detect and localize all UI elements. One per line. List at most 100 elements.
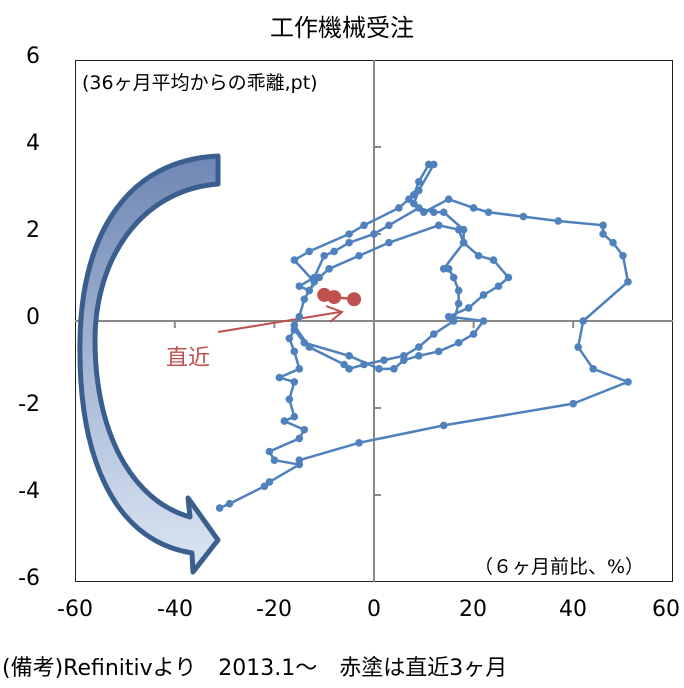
recent-annotation: 直近 [166, 346, 211, 371]
x-axis-label: （６ヶ月前比、%） [473, 556, 644, 578]
data-point [459, 238, 468, 247]
data-point [609, 238, 617, 247]
data-point [519, 212, 528, 221]
data-point [345, 238, 353, 247]
data-point [265, 447, 274, 456]
data-point [624, 378, 632, 386]
data-point [400, 352, 408, 360]
data-point [385, 221, 393, 230]
data-point [444, 312, 453, 321]
data-point [464, 304, 473, 312]
data-point [420, 208, 428, 217]
data-point [370, 230, 378, 238]
data-point [405, 195, 413, 203]
y-tick: -4 [18, 479, 40, 504]
data-point [429, 208, 438, 217]
data-point [479, 317, 488, 325]
y-tick: 2 [26, 218, 40, 243]
data-point [554, 217, 563, 225]
data-point [439, 208, 448, 217]
data-point [444, 265, 453, 273]
chart-title: 工作機械受注 [270, 14, 414, 42]
x-tick: -60 [57, 597, 93, 622]
y-tick: 6 [26, 44, 40, 69]
data-point [504, 273, 513, 282]
data-point [280, 417, 289, 425]
x-tick: 40 [559, 597, 587, 622]
data-point [444, 195, 453, 203]
data-point [484, 208, 493, 217]
x-tick: -40 [157, 597, 193, 622]
data-point [225, 499, 234, 508]
data-point [345, 230, 353, 238]
data-point [355, 439, 363, 447]
data-point [295, 456, 304, 465]
data-point [265, 478, 274, 486]
data-point [415, 352, 423, 360]
data-point [290, 256, 299, 264]
data-point [434, 347, 443, 356]
data-point [345, 365, 353, 373]
data-point [305, 343, 314, 351]
data-point [290, 347, 299, 356]
x-tick: -20 [256, 597, 292, 622]
y-tick: -6 [18, 566, 40, 591]
data-point [295, 434, 304, 443]
data-point [305, 286, 314, 295]
data-point [375, 365, 383, 373]
data-point [295, 365, 304, 373]
recent-arrow [217, 311, 341, 333]
data-point [295, 282, 304, 291]
data-point [589, 365, 597, 373]
data-point [347, 292, 362, 307]
data-point [380, 356, 388, 364]
data-point [395, 204, 403, 212]
data-point [410, 191, 418, 199]
data-point [300, 338, 309, 347]
data-point [385, 238, 393, 247]
data-point [489, 256, 498, 264]
data-point [285, 334, 294, 343]
data-point [579, 317, 587, 325]
data-point [260, 482, 269, 491]
data-point [619, 251, 627, 260]
data-point [320, 251, 329, 260]
data-point [415, 204, 423, 212]
data-point [305, 247, 314, 256]
data-point [574, 343, 582, 351]
data-point [479, 291, 488, 299]
x-tick: 20 [459, 597, 487, 622]
y-tick: -2 [18, 392, 40, 417]
data-point [345, 352, 353, 360]
data-point [410, 199, 418, 208]
data-point [360, 221, 368, 230]
data-point [599, 230, 607, 238]
data-point [469, 330, 478, 338]
y-tick: 4 [26, 131, 40, 156]
data-point [494, 282, 503, 291]
y-tick: 0 [26, 305, 40, 330]
data-point [290, 412, 299, 421]
footer-note: (備考)Refinitivより 2013.1～ 赤塗は直近3ヶ月 [2, 656, 508, 681]
data-point [569, 399, 577, 408]
data-point [290, 378, 299, 386]
y-axis-label: (36ヶ月平均からの乖離,pt) [82, 72, 318, 94]
data-point [415, 343, 423, 351]
data-point [330, 247, 338, 256]
data-point [340, 360, 348, 369]
data-point [449, 317, 458, 325]
data-point [454, 225, 463, 234]
x-tick: 60 [652, 597, 680, 622]
data-point [327, 290, 342, 305]
data-point [599, 221, 607, 230]
data-point [474, 251, 483, 260]
data-point [390, 365, 398, 373]
data-point [624, 278, 632, 286]
data-point [454, 299, 463, 308]
x-tick: 0 [367, 597, 381, 622]
data-point [285, 395, 294, 404]
data-point [315, 273, 324, 282]
data-point [429, 330, 438, 338]
rotation-arrow-icon [77, 153, 221, 575]
